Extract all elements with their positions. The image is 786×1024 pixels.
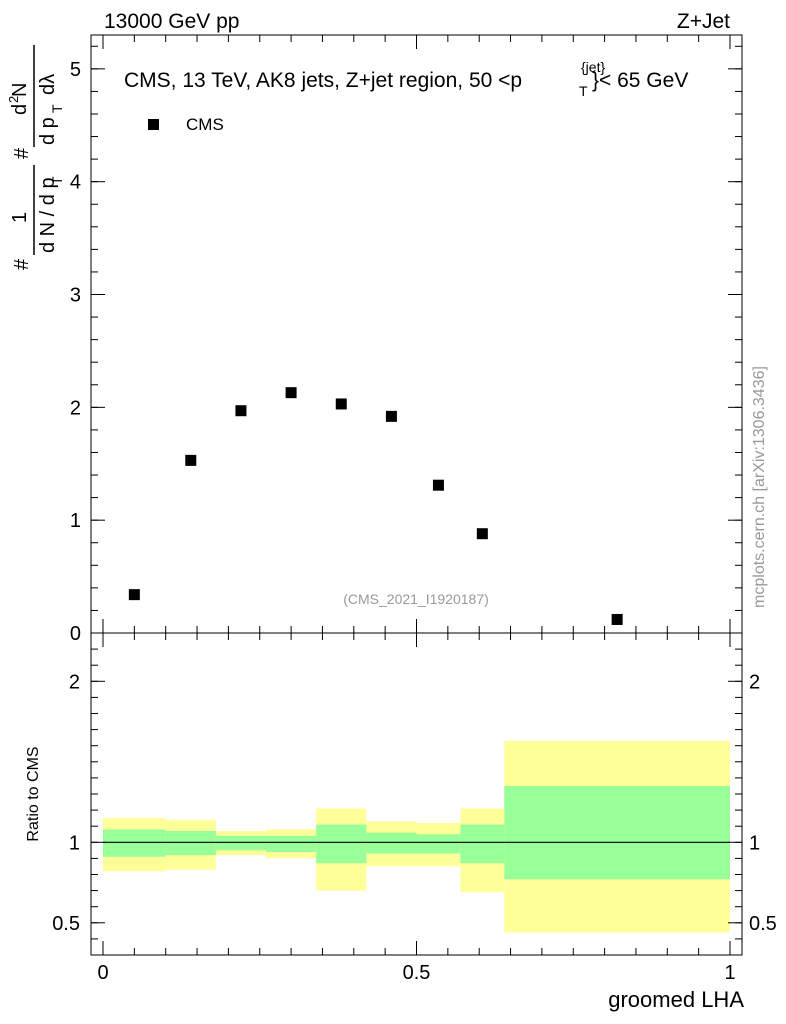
ratio-uncertainty-bands [103,740,730,933]
ratio-plot-panel: 0.5 0.5 1 1 2 2 0 0.5 1 Ratio to CMS groomed LHA [25,632,777,1012]
ratio-inner-band-bin [366,832,417,854]
data-point [385,410,397,422]
main-y-tick-label: 4 [70,172,81,194]
svg-text:2: 2 [6,96,21,103]
main-y-tick-label: 3 [70,285,81,307]
data-point [185,454,197,466]
ratio-y-tick-label: 1 [69,832,80,854]
header-left-label: 13000 GeV pp [104,10,239,33]
main-plot-title-text: CMS, 13 TeV, AK8 jets, Z+jet region, 50 … [124,69,522,92]
legend-marker [148,119,159,130]
main-y-axis-label: # 1 d N / d p T # d 2 N d p T dλ [6,45,65,270]
x-tick-label: 0.5 [403,962,431,984]
data-point [476,528,488,540]
ratio-y-tick-label-right: 0.5 [749,913,777,935]
main-plot-panel: 0 1 2 3 4 5 CMS, 13 TeV, AK8 jets, Z+jet regi… [6,34,743,645]
ratio-inner-band-bin [103,829,166,857]
data-point [235,405,247,417]
data-point [611,613,623,625]
ratio-y-tick-label: 0.5 [52,913,80,935]
x-tick-label: 0 [97,962,108,984]
legend-label: CMS [186,115,224,134]
x-axis-label: groomed LHA [608,987,744,1012]
ratio-y-axis-label: Ratio to CMS [25,746,42,841]
svg-text:d p: d p [37,117,59,145]
main-y-tick-label: 0 [70,623,81,645]
x-tick-label: 1 [724,962,735,984]
ratio-inner-band-bin [504,785,730,880]
data-point [285,387,297,399]
ratio-inner-band-bin [416,834,461,854]
main-plot-title-sup: {jet} [581,59,605,75]
side-credit-label: mcplots.cern.ch [arXiv:1306.3436] [751,366,768,608]
svg-text:#: # [11,147,33,159]
svg-text:T: T [49,176,65,185]
main-axis-ticks: 0 1 2 3 4 5 [70,35,742,645]
ratio-y-tick-label: 2 [69,671,80,693]
svg-text:d N / d p: d N / d p [37,177,59,253]
svg-text:1: 1 [9,212,31,223]
ratio-inner-band-bin [215,835,267,851]
svg-text:N: N [9,83,31,97]
ratio-y-tick-label-right: 2 [749,671,760,693]
main-plot-title-tail: }< 65 GeV [592,69,688,92]
main-plot-title: CMS, 13 TeV, AK8 jets, Z+jet region, 50 … [124,69,522,92]
main-y-tick-label: 2 [70,397,81,419]
svg-text:T: T [49,104,65,113]
ratio-inner-band-bin [316,824,367,864]
ratio-inner-band-bin [266,835,317,852]
header-right-label: Z+Jet [677,10,730,33]
main-y-tick-label: 5 [70,59,81,81]
svg-text:#: # [11,258,33,270]
data-point [432,479,444,491]
ratio-axis-ticks: 0.5 0.5 1 1 2 2 0 0.5 1 [52,633,777,984]
main-plot-title-sub: T [579,83,588,99]
analysis-watermark: (CMS_2021_I1920187) [343,591,489,607]
ratio-inner-band-bin [460,824,505,864]
main-data-points [128,387,623,625]
ratio-inner-band-bin [165,831,216,856]
data-point [335,398,347,410]
ratio-y-tick-label-right: 1 [749,832,760,854]
main-y-tick-label: 1 [70,510,81,532]
data-point [128,589,140,601]
svg-text:dλ: dλ [37,74,59,95]
svg-text:d: d [9,104,31,115]
